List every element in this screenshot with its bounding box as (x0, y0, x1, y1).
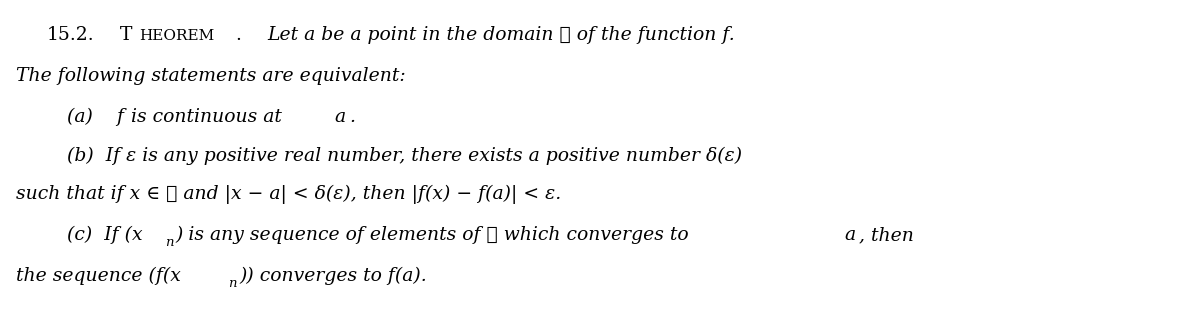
Text: .: . (349, 108, 355, 126)
Text: f: f (116, 108, 122, 126)
Text: a: a (845, 226, 856, 244)
Text: n: n (164, 236, 173, 249)
Text: .: . (236, 26, 260, 44)
Text: (a): (a) (67, 108, 106, 126)
Text: Let a be a point in the domain ℝ of the function f.: Let a be a point in the domain ℝ of the … (268, 26, 734, 44)
Text: the sequence (f(x: the sequence (f(x (16, 267, 181, 285)
Text: such that if x ∈ ℝ and |x − a| < δ(ε), then |f(x) − f(a)| < ε.: such that if x ∈ ℝ and |x − a| < δ(ε), t… (16, 185, 562, 204)
Text: The following statements are equivalent:: The following statements are equivalent: (16, 67, 406, 85)
Text: is continuous at: is continuous at (125, 108, 288, 126)
Text: , then: , then (859, 226, 913, 244)
Text: (c)  If (x: (c) If (x (67, 226, 143, 244)
Text: ) is any sequence of elements of ℝ which converges to: ) is any sequence of elements of ℝ which… (175, 226, 695, 244)
Text: HEOREM: HEOREM (139, 29, 215, 43)
Text: )) converges to f(a).: )) converges to f(a). (239, 267, 427, 285)
Text: T: T (108, 26, 132, 44)
Text: (b)  If ε is any positive real number, there exists a positive number δ(ε): (b) If ε is any positive real number, th… (67, 146, 743, 165)
Text: n: n (228, 277, 236, 290)
Text: 15.2.: 15.2. (47, 26, 95, 44)
Text: a: a (335, 108, 346, 126)
